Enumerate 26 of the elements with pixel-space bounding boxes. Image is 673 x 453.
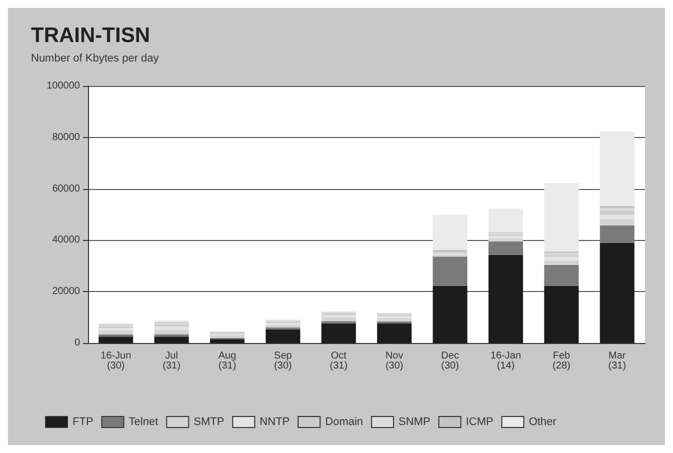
x-tick-label: Jul (31)	[162, 350, 180, 372]
x-tick-label: Mar (31)	[608, 350, 626, 372]
legend-label: Other	[528, 416, 557, 428]
x-tick-label: Oct (31)	[330, 350, 348, 372]
x-tick-label: 16-Jan (14)	[490, 350, 522, 372]
y-tick-label: 100000	[46, 80, 80, 92]
x-tick-label: Aug (31)	[218, 350, 236, 372]
legend-label: SNMP	[398, 416, 430, 428]
y-tick-label: 60000	[52, 183, 80, 194]
legend-label: NNTP	[260, 416, 290, 428]
y-tick-label: 20000	[52, 286, 80, 298]
x-tick-label: Dec (30)	[441, 350, 459, 372]
legend-label: Telnet	[128, 416, 158, 428]
legend-label: Domain	[325, 416, 364, 428]
x-tick-label: Sep (30)	[274, 350, 292, 372]
legend-label: SMTP	[194, 416, 224, 428]
x-tick-label: Feb (28)	[552, 350, 571, 372]
y-tick-label: 0	[74, 338, 80, 348]
legend-label: FTP	[72, 416, 94, 428]
x-tick-label: Nov (30)	[385, 350, 404, 372]
x-tick-label: 16-Jun (30)	[100, 350, 132, 372]
chart-title: TRAIN-TISN	[31, 24, 150, 47]
y-tick-label: 80000	[52, 132, 80, 143]
legend-label: ICMP	[466, 416, 494, 428]
y-tick-label: 40000	[52, 234, 80, 246]
y-axis-title: Number of Kbytes per day	[31, 52, 160, 64]
